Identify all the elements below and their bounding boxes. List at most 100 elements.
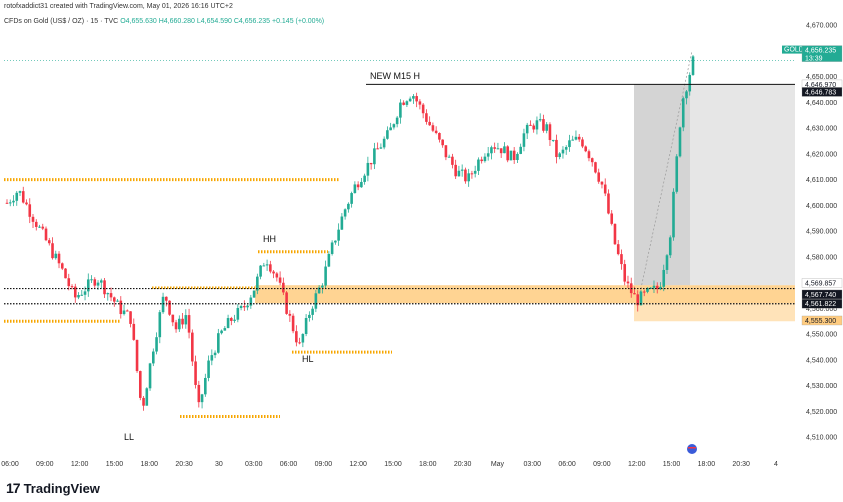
tradingview-logo[interactable]: 17 TradingView (6, 480, 100, 496)
candle-body (67, 278, 71, 287)
candle-body (681, 98, 685, 128)
candle-body (649, 287, 653, 289)
ohlc-values: O4,655.630 H4,660.280 L4,654.590 C4,656.… (120, 18, 325, 25)
candle-body (155, 337, 158, 352)
y-tick-label: 4,590.000 (806, 229, 837, 236)
candle-body (470, 173, 474, 175)
candle-body (197, 384, 201, 403)
candle-body (353, 184, 357, 194)
annotations-layer: NEW M15 H HH HL LL (124, 71, 697, 454)
candle-body (275, 273, 279, 278)
price-label-box (801, 278, 843, 288)
symbol-legend[interactable]: CFDs on Gold (US$ / OZ) · 15 · TVC O4,65… (4, 18, 324, 25)
candle-body (125, 310, 129, 312)
candle-body (148, 363, 152, 389)
candle-body (655, 285, 659, 290)
candle-body (652, 285, 656, 288)
candle-body (178, 318, 181, 330)
candle-body (568, 140, 571, 148)
x-tick-label: 03:00 (245, 461, 263, 468)
candle-body (298, 342, 301, 344)
candle-body (574, 136, 578, 140)
candle-body (477, 159, 480, 171)
candle-body (685, 91, 688, 99)
candle-body (239, 306, 243, 309)
candle-body (532, 125, 535, 130)
candle-body (191, 332, 194, 362)
candle-body (691, 56, 695, 75)
x-tick-label: 06:00 (280, 461, 298, 468)
x-tick-label: 18:00 (141, 461, 159, 468)
x-tick-label: 18:00 (419, 461, 437, 468)
chart-caption: rotofxaddict31 created with TradingView.… (4, 3, 233, 10)
price-label-box (801, 289, 843, 300)
price-label: 4,646.783 (805, 89, 836, 96)
price-label-box (801, 87, 843, 97)
candle-body (447, 156, 451, 158)
candle-body (395, 117, 399, 125)
candle-body (428, 121, 431, 126)
annotation-label: LL (124, 432, 134, 442)
price-label-box (801, 45, 843, 62)
candle-body (399, 102, 402, 118)
candle-body (168, 300, 171, 315)
candle-body (28, 204, 32, 217)
candle-body (389, 127, 392, 131)
candle-body (93, 279, 97, 286)
candle-body (330, 242, 334, 254)
candle-body (473, 170, 477, 174)
candle-body (451, 156, 454, 165)
candle-body (623, 264, 627, 282)
candle-body (454, 164, 457, 177)
candle-body (8, 202, 12, 204)
candle-body (425, 113, 428, 122)
candle-body (665, 255, 669, 270)
candle-body (350, 193, 353, 204)
candle-body (288, 313, 292, 316)
candle-body (243, 306, 246, 308)
demand-zone (255, 285, 795, 304)
price-label: 4,646.970 (805, 82, 836, 89)
candle-body (646, 287, 649, 292)
candle-body (464, 169, 467, 182)
x-tick-label: May (491, 461, 505, 468)
symbol-name: CFDs on Gold (US$ / OZ) · 15 · TVC (4, 18, 119, 25)
candle-body (77, 295, 80, 298)
candle-body (347, 203, 350, 210)
x-tick-label: 09:00 (36, 461, 54, 468)
candle-body (64, 268, 67, 279)
candle-body (360, 181, 363, 188)
candle-body (226, 318, 230, 329)
candle-body (363, 175, 366, 182)
candle-body (483, 156, 487, 162)
candle-body (60, 263, 64, 269)
candles-layer (5, 54, 695, 411)
y-tick-label: 4,670.000 (806, 23, 837, 30)
candle-body (220, 330, 223, 334)
candle-body (12, 200, 15, 203)
candle-body (603, 184, 607, 194)
candle-body (223, 328, 227, 331)
x-tick-label: 06:00 (558, 461, 576, 468)
symbol-tag-text: GOLD (784, 47, 804, 54)
candle-body (171, 314, 175, 323)
candle-body (236, 308, 240, 320)
symbol-tag (782, 45, 802, 54)
candle-body (44, 228, 48, 241)
candle-body (490, 147, 493, 154)
price-label: 4,561.822 (805, 301, 836, 308)
candle-body (512, 150, 516, 160)
candle-body (516, 153, 519, 160)
price-label-box (801, 299, 843, 309)
candle-body (80, 294, 84, 296)
candle-body (493, 147, 496, 149)
candle-body (594, 162, 597, 173)
candle-body (246, 305, 249, 308)
candle-body (207, 360, 210, 378)
candle-body (366, 162, 370, 176)
candle-body (31, 216, 35, 222)
candle-body (636, 294, 640, 306)
candle-body (499, 148, 503, 154)
candle-body (431, 125, 435, 131)
